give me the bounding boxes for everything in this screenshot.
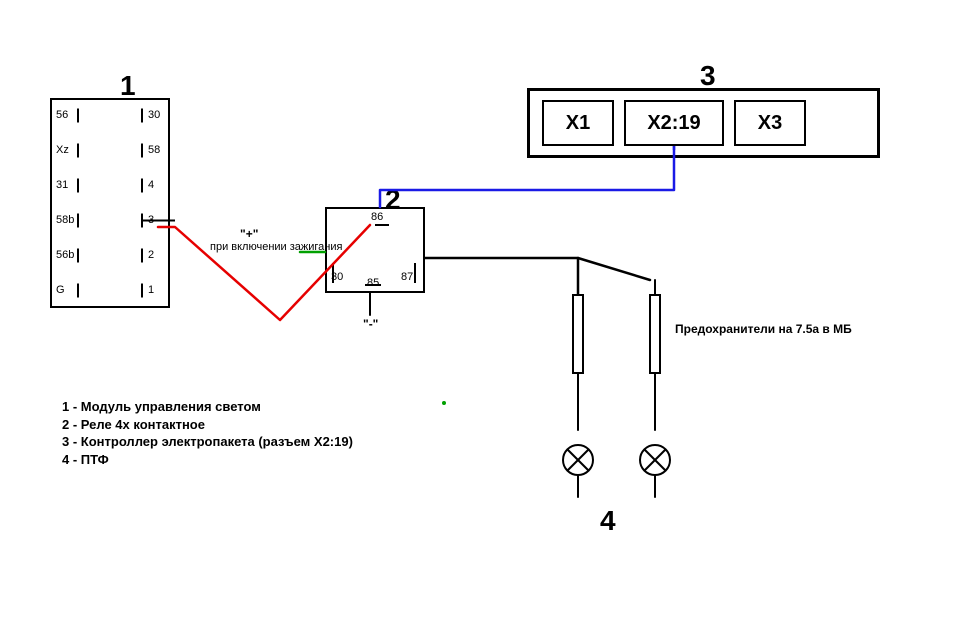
fuse-note: Предохранители на 7.5а в МБ <box>675 322 852 336</box>
controller-cell-0: X1 <box>542 100 614 146</box>
mod1-right-pin-5: 1 <box>148 284 154 296</box>
mod1-left-pin-3: 58b <box>56 214 74 226</box>
module1-box <box>50 98 170 308</box>
mod1-right-pin-1: 58 <box>148 144 160 156</box>
relay-plus-label: "+" <box>240 227 258 241</box>
relay-pin-86: 86 <box>371 211 383 223</box>
legend: 1 - Модуль управления светом 2 - Реле 4х… <box>62 398 353 468</box>
mod1-left-pin-5: G <box>56 284 65 296</box>
mod1-left-pin-1: Xz <box>56 144 69 156</box>
controller-cell-2: X3 <box>734 100 806 146</box>
relay-pin-30: 30 <box>331 271 343 283</box>
mod1-right-pin-4: 2 <box>148 249 154 261</box>
relay-minus-label: "-" <box>363 317 378 331</box>
controller-cell-1: X2:19 <box>624 100 724 146</box>
block4-number: 4 <box>600 505 616 537</box>
relay-pin-85: 85 <box>367 277 379 289</box>
mod1-left-pin-4: 56b <box>56 249 74 261</box>
mod1-left-pin-0: 56 <box>56 109 68 121</box>
mod1-right-pin-0: 30 <box>148 109 160 121</box>
relay-pin-87: 87 <box>401 271 413 283</box>
mod1-right-pin-2: 4 <box>148 179 154 191</box>
mod1-left-pin-2: 31 <box>56 179 68 191</box>
relay-ignition-note: при включении зажигания <box>210 241 342 253</box>
mod1-right-pin-3: 3 <box>148 214 154 226</box>
